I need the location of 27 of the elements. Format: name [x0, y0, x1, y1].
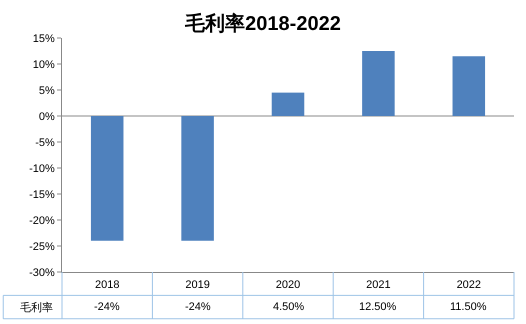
- text: 毛利率: [20, 301, 53, 314]
- x-tick-label: 2018: [94, 279, 120, 292]
- y-tick-label: -10%: [29, 162, 56, 175]
- x-tick-label: 2022: [456, 279, 482, 292]
- x-tick-label: 2020: [276, 279, 300, 292]
- data-label: -24%: [185, 301, 211, 313]
- x-tick-label: 2019: [185, 279, 210, 292]
- bar: [272, 92, 304, 116]
- y-tick-label: 15%: [32, 32, 56, 45]
- data-label: 12.50%: [359, 301, 397, 313]
- data-label: -24%: [94, 301, 120, 313]
- data-label: 11.50%: [450, 301, 487, 313]
- y-tick-label: -5%: [35, 136, 56, 149]
- data-label: 4.50%: [273, 301, 304, 313]
- bar: [90, 116, 124, 241]
- y-tick-label: -20%: [29, 214, 56, 227]
- y-tick-label: -30%: [29, 266, 56, 279]
- y-tick-label: 10%: [32, 58, 56, 71]
- bar: [452, 56, 486, 116]
- y-tick-label: -25%: [29, 240, 56, 253]
- chart-title: 毛利率2018-2022: [184, 12, 341, 36]
- y-tick-label: -15%: [29, 188, 56, 201]
- bar: [362, 51, 395, 116]
- bar: [181, 116, 214, 241]
- x-tick-label: 2021: [366, 279, 391, 292]
- y-tick-label: 5%: [38, 84, 56, 97]
- y-tick-label: 0%: [38, 110, 56, 123]
